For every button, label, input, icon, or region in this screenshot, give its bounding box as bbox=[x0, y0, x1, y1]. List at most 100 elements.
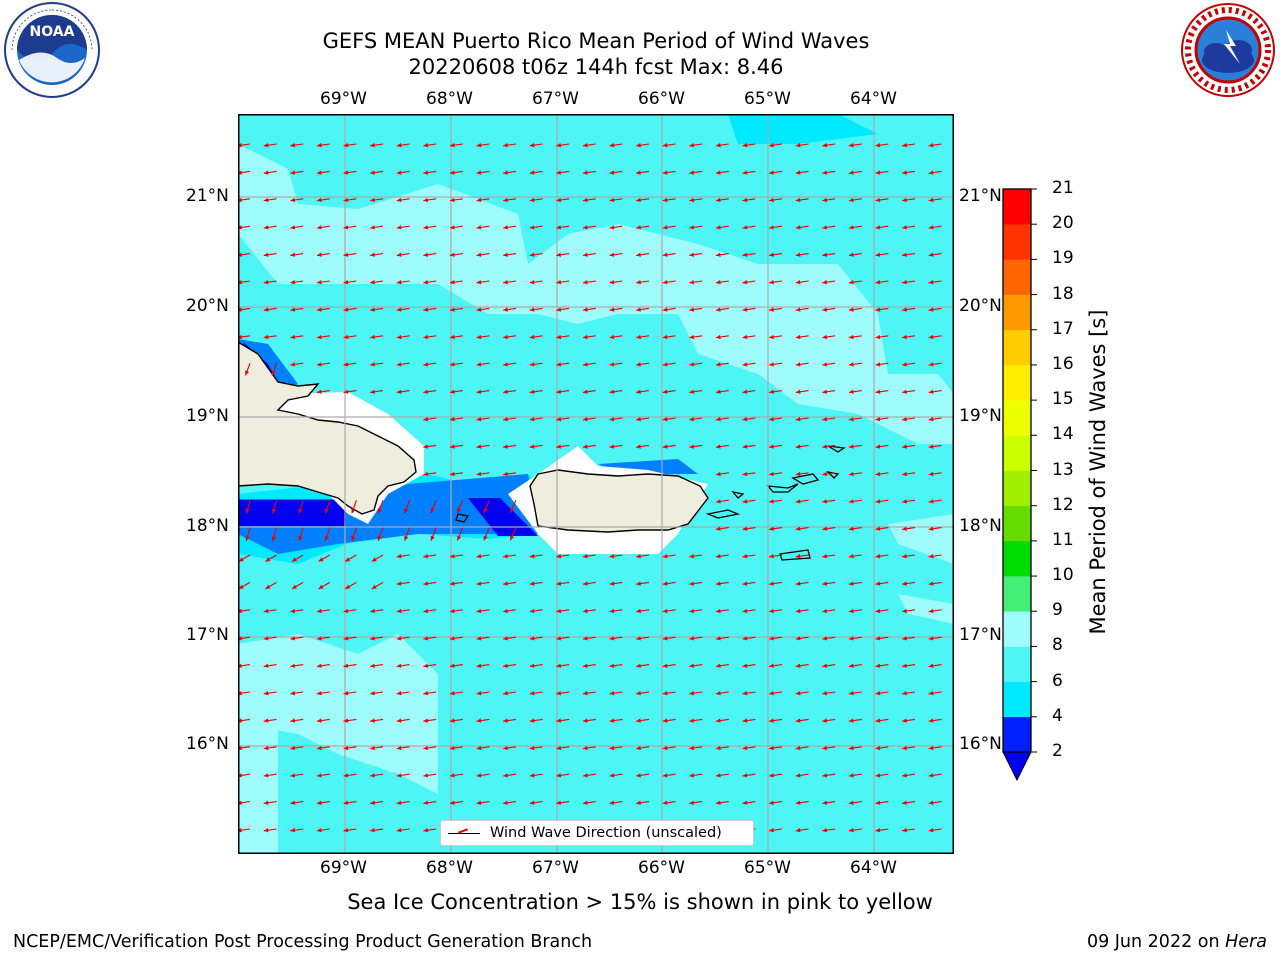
wave-direction-arrowhead bbox=[343, 170, 349, 175]
lon-label-bottom-68w: 68°W bbox=[426, 858, 473, 878]
lat-label-right-17n: 17°N bbox=[959, 625, 1002, 645]
wave-direction-arrowhead bbox=[928, 143, 934, 148]
period-2-4-band bbox=[238, 474, 538, 554]
wave-direction-arrowhead bbox=[290, 718, 296, 723]
wave-direction-arrowhead bbox=[902, 608, 907, 614]
wave-direction-arrowhead bbox=[928, 444, 934, 449]
wave-direction-arrowhead bbox=[769, 417, 774, 422]
wave-direction-arrowhead bbox=[848, 663, 854, 668]
wave-direction-arrowhead bbox=[662, 197, 668, 203]
wave-direction-arrowhead bbox=[263, 307, 269, 312]
wave-direction-arrowhead bbox=[503, 143, 508, 148]
wave-direction-arrowhead bbox=[556, 718, 562, 723]
wave-direction-arrowhead bbox=[662, 252, 668, 257]
wave-direction-arrowhead bbox=[483, 535, 488, 541]
colorbar-tick-label: 14 bbox=[1052, 424, 1074, 445]
wave-direction-arrowhead bbox=[290, 280, 296, 285]
wave-direction-arrowhead bbox=[848, 417, 854, 422]
colorbar-tick-label: 8 bbox=[1052, 635, 1063, 656]
wave-direction-arrowhead bbox=[822, 307, 828, 312]
wave-direction-arrowhead bbox=[902, 581, 907, 586]
wave-direction-arrowhead bbox=[902, 225, 907, 230]
wave-direction-arrowhead bbox=[715, 252, 721, 257]
wave-direction-arrowhead bbox=[316, 745, 322, 751]
wave-direction-arrowhead bbox=[795, 554, 801, 559]
wave-direction-arrowhead bbox=[636, 197, 641, 203]
wave-direction-arrowhead bbox=[529, 197, 535, 203]
wave-direction-arrowhead bbox=[715, 499, 721, 504]
wave-direction-arrowhead bbox=[449, 197, 455, 203]
wave-direction-arrowhead bbox=[449, 636, 455, 641]
wave-direction-arrowhead bbox=[556, 225, 562, 230]
wave-direction-arrowhead bbox=[396, 170, 402, 175]
wave-direction-arrowhead bbox=[343, 636, 349, 641]
wave-direction-arrowhead bbox=[582, 307, 588, 312]
wave-direction-arrowhead bbox=[396, 225, 402, 230]
wave-direction-arrowhead bbox=[795, 800, 801, 805]
wave-direction-arrowhead bbox=[263, 718, 269, 723]
wave-direction-arrowhead bbox=[769, 581, 774, 586]
wave-direction-arrowhead bbox=[449, 581, 455, 586]
wave-direction-arrowhead bbox=[928, 170, 934, 175]
wave-direction-arrowhead bbox=[423, 773, 429, 778]
colorbar-cell bbox=[1003, 576, 1031, 612]
wave-direction-arrowhead bbox=[822, 225, 828, 230]
wave-direction-arrowhead bbox=[769, 389, 774, 394]
wave-direction-arrowhead bbox=[795, 745, 801, 751]
wave-direction-arrowhead bbox=[449, 663, 455, 668]
wave-direction-arrowhead bbox=[263, 143, 269, 148]
wave-direction-arrowhead bbox=[902, 691, 907, 696]
wave-direction-arrowhead bbox=[689, 417, 695, 422]
wave-direction-arrowhead bbox=[290, 307, 296, 312]
wave-direction-arrowhead bbox=[848, 389, 854, 394]
wave-direction-arrowhead bbox=[822, 663, 828, 668]
wave-direction-arrowhead bbox=[715, 225, 721, 230]
wave-direction-arrowhead bbox=[423, 581, 429, 586]
wave-direction-arrowhead bbox=[582, 608, 588, 614]
wave-direction-arrowhead bbox=[449, 718, 455, 723]
wave-direction-arrowhead bbox=[503, 334, 508, 340]
footer-date: 09 Jun 2022 on bbox=[1086, 932, 1226, 952]
lon-label-top-65w: 65°W bbox=[744, 89, 791, 109]
wave-direction-arrowhead bbox=[822, 499, 828, 504]
wave-direction-arrowhead bbox=[689, 389, 695, 394]
wave-direction-arrowhead bbox=[636, 745, 641, 751]
lat-label-left-17n: 17°N bbox=[186, 625, 229, 645]
wave-direction-arrowhead bbox=[351, 508, 356, 514]
wave-direction-arrowhead bbox=[476, 225, 482, 230]
wave-direction-arrowhead bbox=[370, 389, 375, 394]
wave-direction-arrowhead bbox=[795, 389, 801, 394]
wave-direction-arrowhead bbox=[582, 663, 588, 668]
wave-direction-arrowhead bbox=[742, 554, 748, 559]
wave-direction-arrowhead bbox=[928, 252, 934, 257]
lon-label-bottom-67w: 67°W bbox=[532, 858, 579, 878]
wave-direction-arrowhead bbox=[795, 718, 801, 723]
wave-direction-arrowhead bbox=[290, 252, 296, 257]
lon-label-top-66w: 66°W bbox=[638, 89, 685, 109]
wave-direction-arrowhead bbox=[343, 334, 349, 340]
wave-direction-arrowhead bbox=[715, 773, 721, 778]
wave-direction-arrowhead bbox=[370, 608, 375, 614]
wave-direction-arrowhead bbox=[715, 362, 721, 367]
wave-direction-arrowhead bbox=[848, 554, 854, 559]
wave-direction-arrowhead bbox=[875, 225, 881, 230]
wave-direction-arrowhead bbox=[928, 307, 934, 312]
wave-direction-arrowhead bbox=[715, 663, 721, 668]
wave-direction-arrowhead bbox=[928, 334, 934, 340]
wave-direction-arrowhead bbox=[556, 608, 562, 614]
wave-direction-arrowhead bbox=[298, 536, 303, 541]
wave-direction-arrowhead bbox=[370, 636, 375, 641]
wave-direction-arrowhead bbox=[875, 444, 881, 449]
wave-direction-arrowhead bbox=[449, 773, 455, 778]
chart-title: GEFS MEAN Puerto Rico Mean Period of Win… bbox=[322, 29, 870, 53]
colorbar-cell bbox=[1003, 364, 1031, 401]
wave-direction-arrowhead bbox=[636, 608, 641, 614]
wave-direction-arrowhead bbox=[423, 143, 429, 148]
wave-direction-arrowhead bbox=[503, 471, 508, 477]
wave-direction-arrowhead bbox=[556, 691, 562, 696]
wave-direction-arrowhead bbox=[449, 389, 455, 394]
wave-direction-arrowhead bbox=[449, 143, 455, 148]
wave-direction-arrowhead bbox=[928, 197, 934, 203]
lon-label-top-68w: 68°W bbox=[426, 89, 473, 109]
colorbar-tick-label: 6 bbox=[1052, 670, 1063, 691]
